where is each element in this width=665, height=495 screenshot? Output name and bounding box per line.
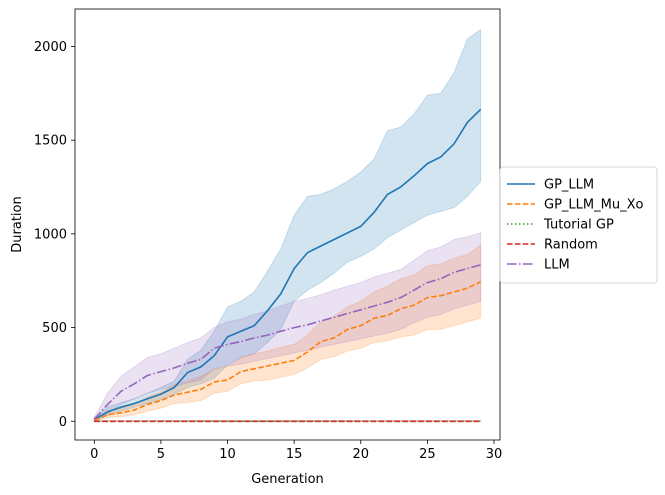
series-lines <box>93 108 482 423</box>
legend-label-random: Random <box>544 238 598 253</box>
x-tick-label: 25 <box>419 447 436 462</box>
x-tick-label: 0 <box>90 447 98 462</box>
y-tick-label: 1500 <box>34 134 67 149</box>
legend-label-gp-llm: GP_LLM <box>544 178 594 193</box>
x-tick-label: 5 <box>157 447 165 462</box>
band-llm <box>93 232 482 423</box>
y-tick-label: 0 <box>59 415 67 430</box>
y-axis-ticks: 0 500 1000 1500 2000 <box>34 40 75 430</box>
legend-label-tutorial-gp: Tutorial GP <box>543 218 614 233</box>
x-tick-label: 10 <box>219 447 236 462</box>
band-gp-llm-mu-xo <box>93 244 482 422</box>
legend-box <box>499 166 658 284</box>
line-llm <box>93 264 481 420</box>
x-axis-ticks: 0 5 10 15 20 25 30 <box>90 440 502 462</box>
legend: GP_LLM GP_LLM_Mu_Xo Tutorial GP Random LLM <box>499 166 658 284</box>
x-tick-label: 20 <box>353 447 370 462</box>
y-tick-label: 2000 <box>34 40 67 55</box>
legend-label-llm: LLM <box>544 258 570 273</box>
band-gp-llm <box>93 28 482 423</box>
x-axis-label: Generation <box>251 472 324 487</box>
confidence-bands <box>93 28 482 423</box>
line-gp-llm <box>93 108 482 421</box>
x-tick-label: 15 <box>286 447 303 462</box>
x-tick-label: 30 <box>486 447 503 462</box>
y-tick-label: 500 <box>42 321 67 336</box>
legend-label-gp-llm-mu-xo: GP_LLM_Mu_Xo <box>544 198 643 213</box>
y-tick-label: 1000 <box>34 227 67 242</box>
y-axis-label: Duration <box>10 196 25 252</box>
line-gp-llm-mu-xo <box>93 280 482 422</box>
